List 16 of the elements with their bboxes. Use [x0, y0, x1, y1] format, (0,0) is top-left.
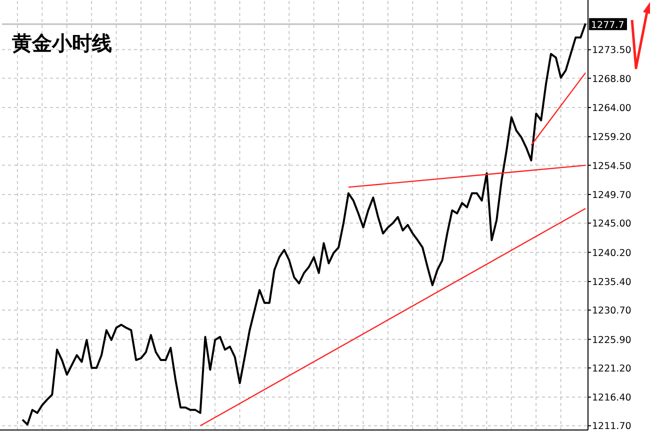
y-tick-label: 1221.20 — [592, 363, 632, 374]
y-tick-label: 1273.50 — [592, 45, 632, 56]
y-tick-label: 1268.80 — [592, 74, 632, 85]
y-tick-label: 1230.70 — [592, 306, 632, 317]
y-tick-label: 1249.70 — [592, 190, 632, 202]
y-tick-label: 1240.20 — [592, 248, 632, 259]
y-tick-label: 1211.70 — [592, 421, 632, 432]
text: 黄金小时线 — [11, 31, 112, 55]
y-tick-label: 1216.40 — [592, 392, 632, 404]
y-tick-label: 1264.00 — [592, 102, 632, 114]
y-tick-label: 1259.20 — [592, 132, 632, 144]
y-tick-label: 1225.90 — [592, 334, 632, 346]
y-tick-label: 1245.00 — [592, 218, 632, 230]
ref-line-label: 1277.7 — [591, 20, 624, 32]
y-tick-label: 1235.40 — [592, 277, 632, 288]
y-tick-label: 1254.50 — [592, 160, 632, 172]
